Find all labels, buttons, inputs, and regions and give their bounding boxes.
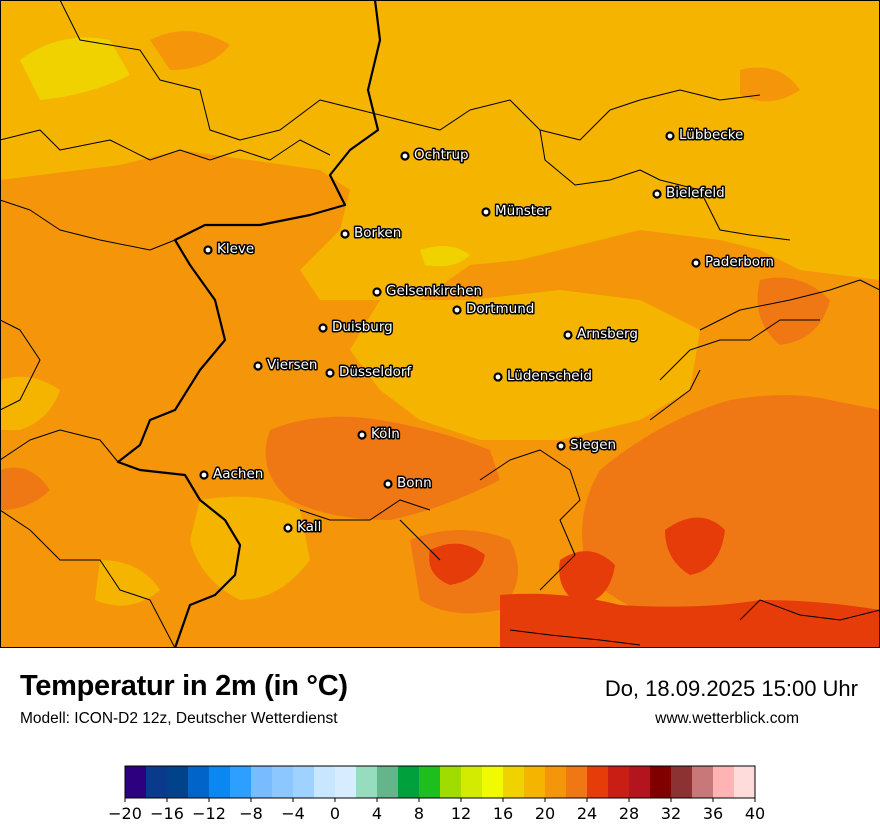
colorbar-swatch: [251, 766, 273, 798]
colorbar-tick-label: 4: [372, 804, 382, 823]
city-siegen: Siegen: [556, 436, 618, 455]
city-muenster: Münster: [481, 202, 552, 221]
city-markers: Lübbecke Ochtrup Bielefeld Münster Borke…: [199, 126, 775, 537]
colorbar-swatch: [125, 766, 147, 798]
colorbar-swatch: [440, 766, 462, 798]
model-source: Modell: ICON-D2 12z, Deutscher Wetterdie…: [20, 710, 338, 727]
city-koeln: Köln: [357, 425, 401, 444]
colorbar-tick-label: 12: [451, 804, 471, 823]
city-label: Viersen: [267, 357, 317, 373]
city-label: Siegen: [570, 437, 616, 453]
colorbar-swatch: [650, 766, 672, 798]
city-label: Borken: [354, 225, 401, 241]
city-kleve: Kleve: [203, 240, 256, 259]
colorbar-swatch: [545, 766, 567, 798]
legend-footer: Temperatur in 2m (in °C) Modell: ICON-D2…: [0, 648, 880, 830]
city-label: Lüdenscheid: [507, 368, 592, 384]
colorbar-swatch: [188, 766, 210, 798]
city-viersen: Viersen: [253, 356, 319, 375]
colorbar-tick-label: −20: [108, 804, 142, 823]
temperature-zone-26-28: [429, 517, 880, 648]
colorbar-swatch: [503, 766, 525, 798]
colorbar-tick-label: −8: [239, 804, 263, 823]
national-border: [116, 0, 382, 648]
city-luedenscheid: Lüdenscheid: [493, 367, 593, 386]
colorbar-tick-label: 24: [577, 804, 597, 823]
colorbar-tick-label: 36: [703, 804, 723, 823]
colorbar-swatch: [398, 766, 420, 798]
city-arnsberg: Arnsberg: [563, 325, 639, 344]
colorbar-swatch: [587, 766, 609, 798]
colorbar-tick-label: 32: [661, 804, 681, 823]
city-label: Dortmund: [466, 301, 534, 317]
colorbar-swatch: [209, 766, 231, 798]
city-aachen: Aachen: [199, 465, 265, 484]
colorbar-swatch: [377, 766, 399, 798]
colorbar-tick-label: 28: [619, 804, 639, 823]
city-luebbecke: Lübbecke: [665, 126, 745, 145]
city-label: Paderborn: [705, 254, 774, 270]
regional-borders: [0, 0, 880, 648]
city-label: Bielefeld: [666, 185, 725, 201]
colorbar-swatch: [692, 766, 714, 798]
website-link[interactable]: www.wetterblick.com: [655, 710, 799, 727]
colorbar-swatch: [566, 766, 588, 798]
colorbar-swatch: [314, 766, 336, 798]
colorbar-swatch: [335, 766, 357, 798]
city-label: Duisburg: [332, 319, 393, 335]
temperature-zone-20-22-center: [0, 236, 700, 606]
city-bonn: Bonn: [383, 474, 433, 493]
colorbar-swatch: [272, 766, 294, 798]
colorbar-swatch: [146, 766, 168, 798]
colorbar-tick-label: 20: [535, 804, 555, 823]
city-paderborn: Paderborn: [691, 253, 775, 272]
city-label: Köln: [371, 426, 400, 442]
city-label: Düsseldorf: [339, 364, 412, 380]
colorbar-tick-label: 16: [493, 804, 513, 823]
city-borken: Borken: [340, 224, 403, 243]
colorbar-swatch: [629, 766, 651, 798]
colorbar-swatch: [671, 766, 693, 798]
colorbar-swatch: [608, 766, 630, 798]
colorbar-swatch: [734, 766, 756, 798]
colorbar-swatch: [419, 766, 441, 798]
city-label: Ochtrup: [414, 147, 469, 163]
city-label: Aachen: [213, 466, 263, 482]
colorbar-tick-label: 0: [330, 804, 340, 823]
city-gelsenkirchen: Gelsenkirchen: [372, 282, 484, 301]
city-ochtrup: Ochtrup: [400, 146, 470, 165]
city-label: Kleve: [217, 241, 254, 257]
city-duisburg: Duisburg: [318, 318, 394, 337]
city-label: Gelsenkirchen: [386, 283, 482, 299]
colorbar-swatch: [524, 766, 546, 798]
colorbar-tick-label: −12: [192, 804, 226, 823]
colorbar-swatch: [482, 766, 504, 798]
colorbar-swatch: [230, 766, 252, 798]
city-label: Lübbecke: [679, 127, 743, 143]
temperature-map: Lübbecke Ochtrup Bielefeld Münster Borke…: [0, 0, 880, 648]
colorbar-swatch: [713, 766, 735, 798]
colorbar-swatch: [461, 766, 483, 798]
city-kall: Kall: [283, 518, 323, 537]
city-label: Münster: [495, 203, 550, 219]
city-label: Bonn: [397, 475, 432, 491]
colorbar-tick-label: 40: [745, 804, 765, 823]
city-duesseldorf: Düsseldorf: [325, 363, 414, 382]
colorbar-swatch: [167, 766, 189, 798]
map-title: Temperatur in 2m (in °C): [20, 670, 348, 702]
city-bielefeld: Bielefeld: [652, 184, 726, 203]
colorbar-swatch: [293, 766, 315, 798]
temperature-colorbar: −20 −16 −12 −8 −4 0 4 8 12 16 20 24 28 32 36 40: [105, 756, 775, 828]
colorbar-tick-label: −16: [150, 804, 184, 823]
colorbar-tick-label: 8: [414, 804, 424, 823]
colorbar-frame: [124, 765, 756, 799]
colorbar-tick-label: −4: [281, 804, 305, 823]
city-label: Kall: [297, 519, 321, 535]
forecast-datetime: Do, 18.09.2025 15:00 Uhr: [604, 676, 858, 701]
colorbar-swatch: [356, 766, 378, 798]
city-dortmund: Dortmund: [452, 300, 536, 319]
city-label: Arnsberg: [577, 326, 638, 342]
